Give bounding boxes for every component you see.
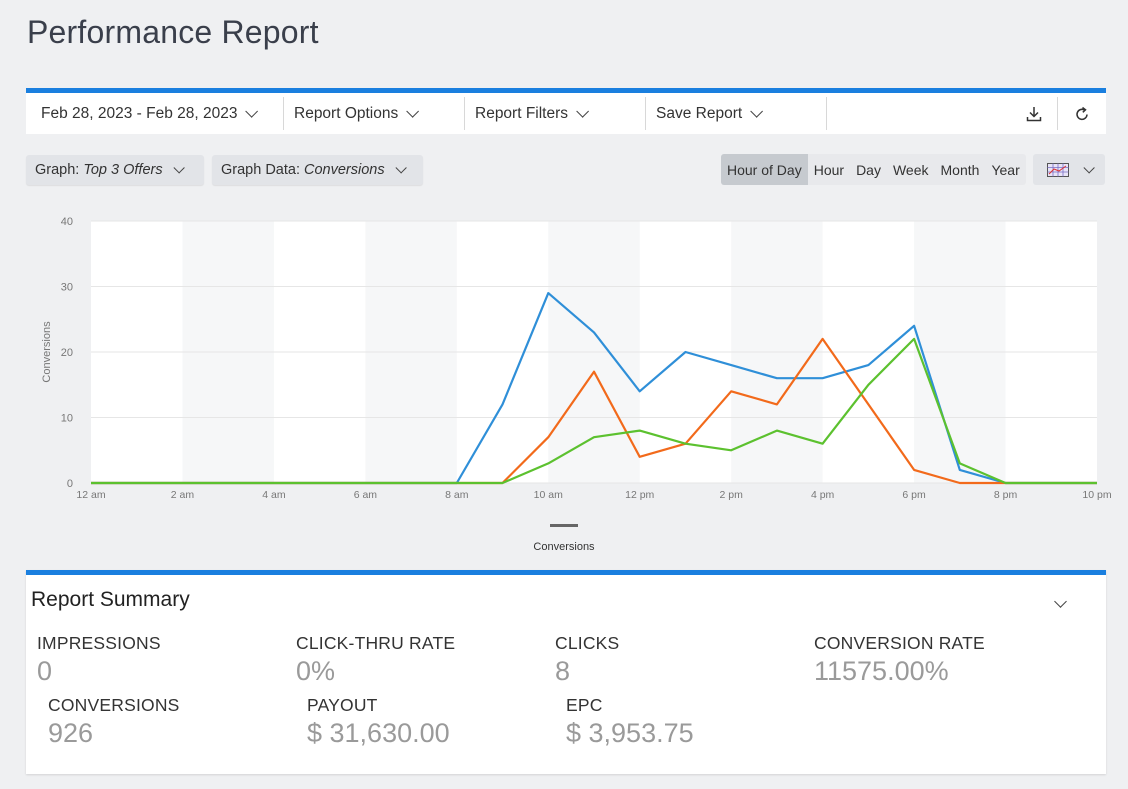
graph-data-label: Graph Data: bbox=[221, 162, 300, 178]
chart-grid-icon bbox=[1047, 162, 1069, 177]
metric-conversions: CONVERSIONS 926 bbox=[48, 695, 180, 749]
metric-epc: EPC $ 3,953.75 bbox=[566, 695, 694, 749]
download-icon bbox=[1026, 106, 1041, 121]
legend-marker[interactable] bbox=[550, 524, 578, 527]
y-tick-label: 20 bbox=[61, 347, 73, 359]
period-day[interactable]: Day bbox=[856, 161, 881, 178]
graph-offers-dropdown[interactable]: Graph: Top 3 Offers bbox=[26, 155, 204, 185]
metric-value: $ 31,630.00 bbox=[307, 718, 450, 748]
chevron-down-icon bbox=[1054, 595, 1067, 608]
summary-title: Report Summary bbox=[31, 588, 190, 611]
graph-data-dropdown[interactable]: Graph Data: Conversions bbox=[212, 155, 423, 185]
y-tick-label: 30 bbox=[61, 282, 73, 294]
report-options-label: Report Options bbox=[294, 104, 399, 122]
refresh-icon bbox=[1076, 106, 1088, 120]
y-axis-label: Conversions bbox=[41, 321, 53, 383]
report-filters-label: Report Filters bbox=[475, 104, 569, 122]
date-range-dropdown[interactable]: Feb 28, 2023 - Feb 28, 2023 bbox=[26, 97, 284, 130]
report-toolbar: Feb 28, 2023 - Feb 28, 2023 Report Optio… bbox=[26, 88, 1106, 134]
period-toggle-group: Hour of Day Hour Day Week Month Year bbox=[721, 154, 1026, 185]
period-hour-of-day[interactable]: Hour of Day bbox=[721, 154, 808, 185]
graph-label: Graph: bbox=[35, 162, 80, 178]
metric-value: $ 3,953.75 bbox=[566, 718, 694, 748]
x-tick-label: 4 pm bbox=[811, 489, 835, 501]
period-month[interactable]: Month bbox=[940, 161, 980, 178]
y-tick-label: 40 bbox=[61, 216, 73, 228]
metric-clicks: CLICKS 8 bbox=[555, 633, 619, 687]
x-tick-label: 2 am bbox=[171, 489, 195, 501]
metric-value: 8 bbox=[555, 656, 571, 686]
chevron-down-icon bbox=[245, 105, 259, 118]
metric-label: CONVERSION RATE bbox=[814, 633, 985, 653]
period-week[interactable]: Week bbox=[892, 161, 929, 178]
x-tick-label: 6 pm bbox=[902, 489, 926, 501]
graph-value: Top 3 Offers bbox=[83, 162, 163, 178]
page-title: Performance Report bbox=[27, 14, 319, 50]
metric-value: 0% bbox=[296, 656, 336, 686]
save-report-dropdown[interactable]: Save Report bbox=[646, 97, 827, 130]
date-range-label: Feb 28, 2023 - Feb 28, 2023 bbox=[41, 104, 238, 122]
metric-value: 926 bbox=[48, 718, 94, 748]
metric-label: CONVERSIONS bbox=[48, 695, 180, 715]
conversions-chart: Conversions 0 10 20 30 40 12 am 2 am 4 am 6 am 8… bbox=[41, 216, 1112, 553]
metric-conversion-rate: CONVERSION RATE 11575.00% bbox=[814, 633, 985, 687]
x-tick-label: 12 am bbox=[76, 489, 105, 501]
metric-label: PAYOUT bbox=[307, 695, 378, 715]
series-line-3[interactable] bbox=[91, 337, 1097, 485]
summary-collapse-button[interactable] bbox=[1054, 593, 1070, 608]
y-tick-label: 0 bbox=[67, 478, 73, 490]
x-tick-label: 6 am bbox=[354, 489, 378, 501]
x-tick-label: 2 pm bbox=[720, 489, 744, 501]
chevron-down-icon bbox=[173, 162, 185, 174]
chevron-down-icon bbox=[406, 105, 420, 118]
metric-payout: PAYOUT $ 31,630.00 bbox=[307, 695, 450, 749]
metric-value: 11575.00% bbox=[814, 656, 949, 686]
metric-label: CLICK-THRU RATE bbox=[296, 633, 456, 653]
period-year[interactable]: Year bbox=[991, 161, 1020, 178]
y-tick-label: 10 bbox=[61, 413, 73, 425]
chevron-down-icon bbox=[395, 162, 407, 174]
download-button[interactable] bbox=[1010, 97, 1058, 130]
metric-click-thru-rate: CLICK-THRU RATE 0% bbox=[296, 633, 455, 687]
x-tick-label: 12 pm bbox=[625, 489, 654, 501]
refresh-button[interactable] bbox=[1058, 97, 1106, 130]
metric-label: CLICKS bbox=[555, 633, 620, 653]
x-tick-label: 8 am bbox=[445, 489, 469, 501]
x-tick-label: 10 am bbox=[534, 489, 563, 501]
chevron-down-icon bbox=[750, 105, 764, 118]
metric-label: IMPRESSIONS bbox=[37, 633, 161, 653]
report-filters-dropdown[interactable]: Report Filters bbox=[465, 97, 646, 130]
graph-data-value: Conversions bbox=[304, 162, 385, 178]
metric-value: 0 bbox=[37, 656, 53, 686]
metric-label: EPC bbox=[566, 695, 603, 715]
period-hour[interactable]: Hour bbox=[813, 161, 845, 178]
x-tick-label: 8 pm bbox=[994, 489, 1018, 501]
report-options-dropdown[interactable]: Report Options bbox=[284, 97, 465, 130]
metric-impressions: IMPRESSIONS 0 bbox=[37, 633, 161, 687]
report-summary-panel: Report Summary IMPRESSIONS 0 CLICK-THRU … bbox=[26, 570, 1106, 774]
x-tick-label: 4 am bbox=[262, 489, 286, 501]
chevron-down-icon bbox=[1083, 161, 1095, 174]
chevron-down-icon bbox=[576, 105, 590, 118]
x-tick-label: 10 pm bbox=[1082, 489, 1111, 501]
legend-label[interactable]: Conversions bbox=[533, 541, 595, 553]
save-report-label: Save Report bbox=[656, 104, 743, 122]
chart-type-dropdown[interactable] bbox=[1033, 154, 1105, 185]
